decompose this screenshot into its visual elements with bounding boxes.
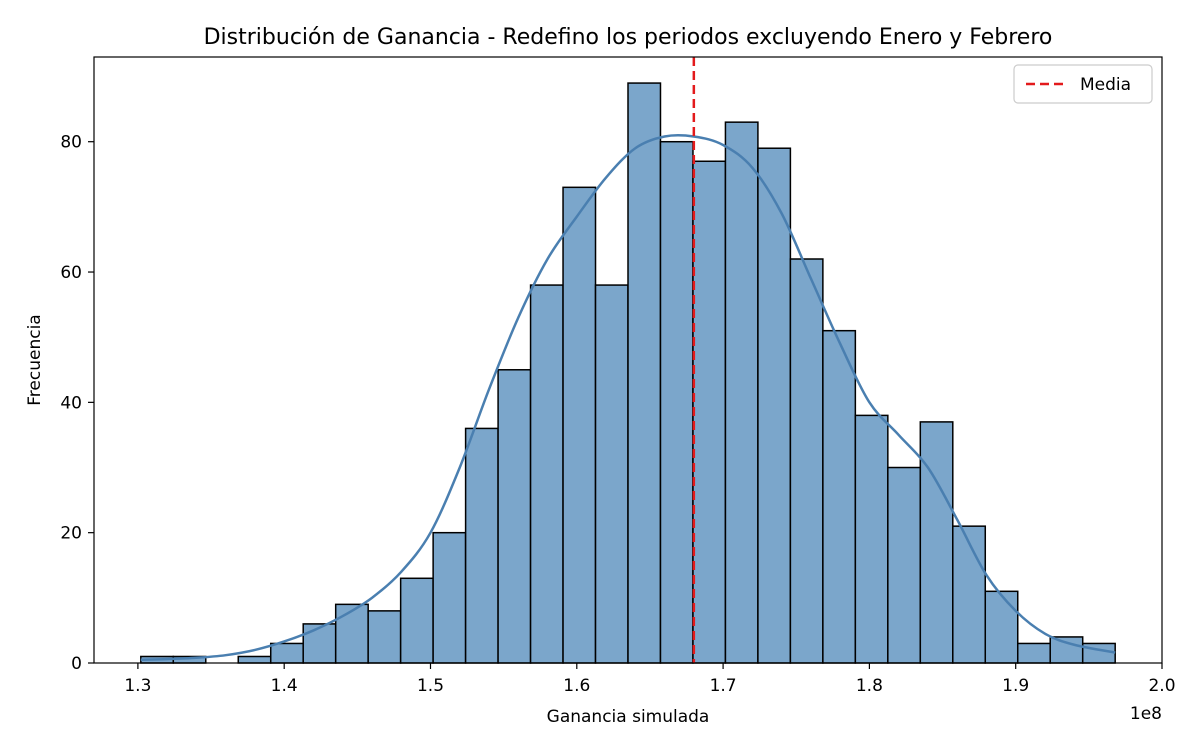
legend: Media (1013, 64, 1153, 104)
legend-label-media: Media (1080, 75, 1131, 95)
kde-curve (140, 133, 1116, 661)
histogram-bar (367, 610, 402, 664)
x-tick-label: 2.0 (1148, 676, 1175, 696)
x-tick-label: 1.9 (1002, 676, 1029, 696)
y-tick-label: 40 (60, 393, 82, 413)
x-tick-label: 1.4 (271, 676, 298, 696)
histogram-bar (464, 427, 499, 664)
histogram-bar (789, 258, 824, 664)
histogram-bar (497, 369, 532, 664)
histogram-bar (432, 531, 467, 664)
y-axis-label: Frecuencia (25, 314, 45, 405)
x-tick-label: 1.6 (563, 676, 590, 696)
x-tick-label: 1.3 (124, 676, 151, 696)
histogram-bar (724, 121, 759, 664)
x-axis-offset-text: 1e8 (1130, 704, 1162, 724)
histogram-bar (757, 147, 792, 664)
histogram-bar (302, 623, 337, 664)
histogram-bar (822, 329, 857, 664)
x-axis-label: Ganancia simulada (547, 707, 710, 727)
histogram-bar (269, 642, 304, 664)
histogram-bar (692, 160, 727, 664)
y-tick-label: 20 (60, 524, 82, 544)
histogram-bar (854, 414, 889, 664)
y-tick-label: 80 (60, 133, 82, 153)
legend-box (1013, 64, 1153, 104)
histogram-bar (399, 577, 434, 664)
histogram-bar (529, 284, 564, 664)
chart-title: Distribución de Ganancia - Redefino los … (204, 25, 1053, 50)
histogram-bar (919, 421, 954, 664)
histogram-bar (659, 140, 694, 664)
histogram-bar (334, 603, 369, 664)
x-tick-label: 1.5 (417, 676, 444, 696)
histogram-bar (237, 655, 272, 664)
x-tick-label: 1.7 (710, 676, 737, 696)
histogram-bar (562, 186, 597, 664)
histogram-bar (1081, 642, 1116, 664)
histogram-bars (140, 82, 1116, 664)
histogram-bar (594, 284, 629, 664)
x-tick-label: 1.8 (856, 676, 883, 696)
histogram-bar (1016, 642, 1051, 664)
y-axis-ticks: 0 20 40 60 80 (60, 133, 94, 674)
y-tick-label: 60 (60, 263, 82, 283)
histogram-bar (887, 466, 922, 664)
x-axis-ticks: 1.3 1.4 1.5 1.6 1.7 1.8 1.9 2.0 (124, 663, 1176, 696)
histogram-bar (627, 82, 662, 664)
plot-frame (93, 56, 1163, 664)
histogram-bar (952, 525, 987, 664)
y-tick-label: 0 (71, 654, 82, 674)
histogram-bar (1049, 636, 1084, 664)
histogram-bar (984, 590, 1019, 664)
